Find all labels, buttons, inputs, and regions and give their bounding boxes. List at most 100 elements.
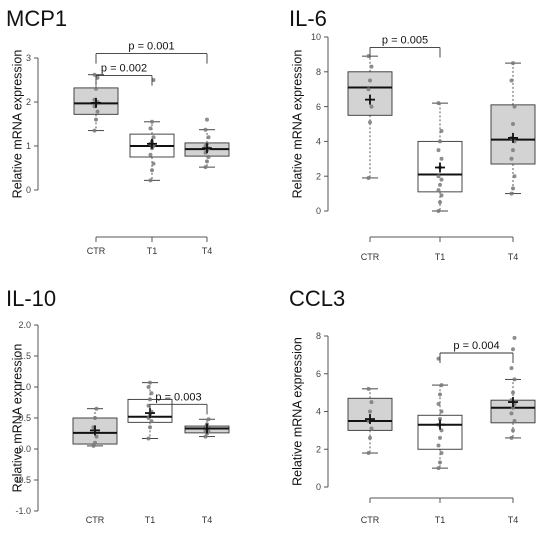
data-point [148,178,153,183]
y-tick-label: 1.5 [18,351,31,361]
data-point [438,417,442,422]
y-tick-label: 6 [316,369,321,379]
data-point [94,117,98,122]
data-point [439,177,444,182]
data-point [436,209,441,213]
y-axis-label: Relative mRNA expression [10,50,24,199]
data-point [366,54,371,59]
y-tick-label: 4 [316,137,321,147]
data-point [95,75,100,80]
data-point [203,434,208,439]
chart-panel-il10: IL-10 Relative mRNA expression -1.0 -0.5 0.0… [6,286,230,525]
panel-title: IL-10 [6,286,56,311]
data-point [205,159,209,164]
data-point [93,440,97,445]
data-point [148,425,152,430]
data-point [148,380,152,385]
panel-title: MCP1 [6,6,67,31]
y-tick-label: 2 [316,444,321,454]
significance-bracket: p = 0.004 [439,340,514,363]
data-point [92,128,97,133]
panel-title: CCL3 [289,286,345,311]
data-point [366,451,371,456]
x-tick-label-t4: T4 [202,515,213,525]
y-tick-label: 2 [26,97,31,107]
box-t4 [490,335,536,440]
y-tick-label: 0.0 [18,444,31,454]
data-point [146,436,151,441]
data-point [511,148,515,153]
y-tick-label: 8 [316,67,321,77]
data-point [511,347,515,352]
data-point [150,168,154,173]
data-point [94,406,99,411]
panel-title: IL-6 [289,6,327,31]
data-point [146,385,151,389]
data-point [438,460,442,465]
x-tick-label-t1: T1 [435,252,446,262]
data-point [148,126,153,131]
data-point [148,152,153,157]
data-point [205,117,209,122]
y-tick-label: 1.0 [18,382,31,392]
p-value-label: p = 0.004 [453,340,499,352]
box-t1 [129,78,175,183]
data-point [151,135,156,140]
data-point [439,409,444,414]
data-point [436,443,441,448]
data-point [149,391,154,396]
box-ctr [72,406,118,448]
data-point [511,428,515,433]
chart-panel-il6: IL-6 Relative mRNA expression 0 2 4 6 8 10 CTR T1… [289,6,536,262]
x-tick-label-ctr: CTR [361,252,380,262]
data-point [150,119,154,124]
data-point [511,390,515,395]
x-tick-label-t4: T4 [508,515,519,525]
data-point [366,175,371,180]
x-tick-label-t1: T1 [145,515,156,525]
box-t4 [490,61,536,196]
data-point [368,120,372,125]
data-point [94,86,98,91]
data-point [511,186,515,191]
data-point [368,78,372,83]
x-tick-label-t4: T4 [202,246,213,256]
y-tick-label: 10 [311,32,321,42]
y-axis-label: Relative mRNA expression [290,337,304,486]
data-point [439,193,444,198]
data-point [509,366,514,371]
box-ctr [347,386,393,456]
data-point [438,139,442,144]
data-point [511,122,515,126]
significance-bracket: p = 0.001 [95,41,208,64]
data-point [93,416,97,420]
data-point [512,174,517,179]
y-tick-label: 8 [316,331,321,341]
y-tick-label: 0 [316,206,321,216]
y-tick-label: 4 [316,407,321,417]
data-point [509,435,514,440]
box-ctr [347,54,393,180]
p-value-label: p = 0.002 [101,63,147,75]
data-point [94,434,99,439]
data-point [439,383,444,388]
data-point [509,411,514,416]
data-point [436,101,441,106]
chart-panel-mcp1: MCP1 Relative mRNA expression 0 1 2 3 CTR T1 T4 p… [6,6,230,256]
data-point [146,403,151,408]
y-tick-label: 0 [26,185,31,195]
p-value-label: p = 0.001 [128,41,174,53]
significance-bracket: p = 0.002 [95,63,153,86]
data-point [439,451,444,456]
data-point [95,109,100,114]
x-tick-label-ctr: CTR [86,515,105,525]
data-point [436,174,441,179]
y-tick-label: -1.0 [15,506,31,516]
data-point [439,128,444,133]
data-point [509,191,514,196]
x-tick-label-ctr: CTR [361,515,380,525]
data-point [206,135,211,140]
p-value-label: p = 0.003 [155,391,201,403]
y-tick-label: 6 [316,102,321,112]
y-tick-label: 0.5 [18,413,31,423]
